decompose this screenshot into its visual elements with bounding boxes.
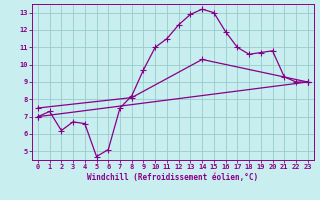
X-axis label: Windchill (Refroidissement éolien,°C): Windchill (Refroidissement éolien,°C) [87, 173, 258, 182]
